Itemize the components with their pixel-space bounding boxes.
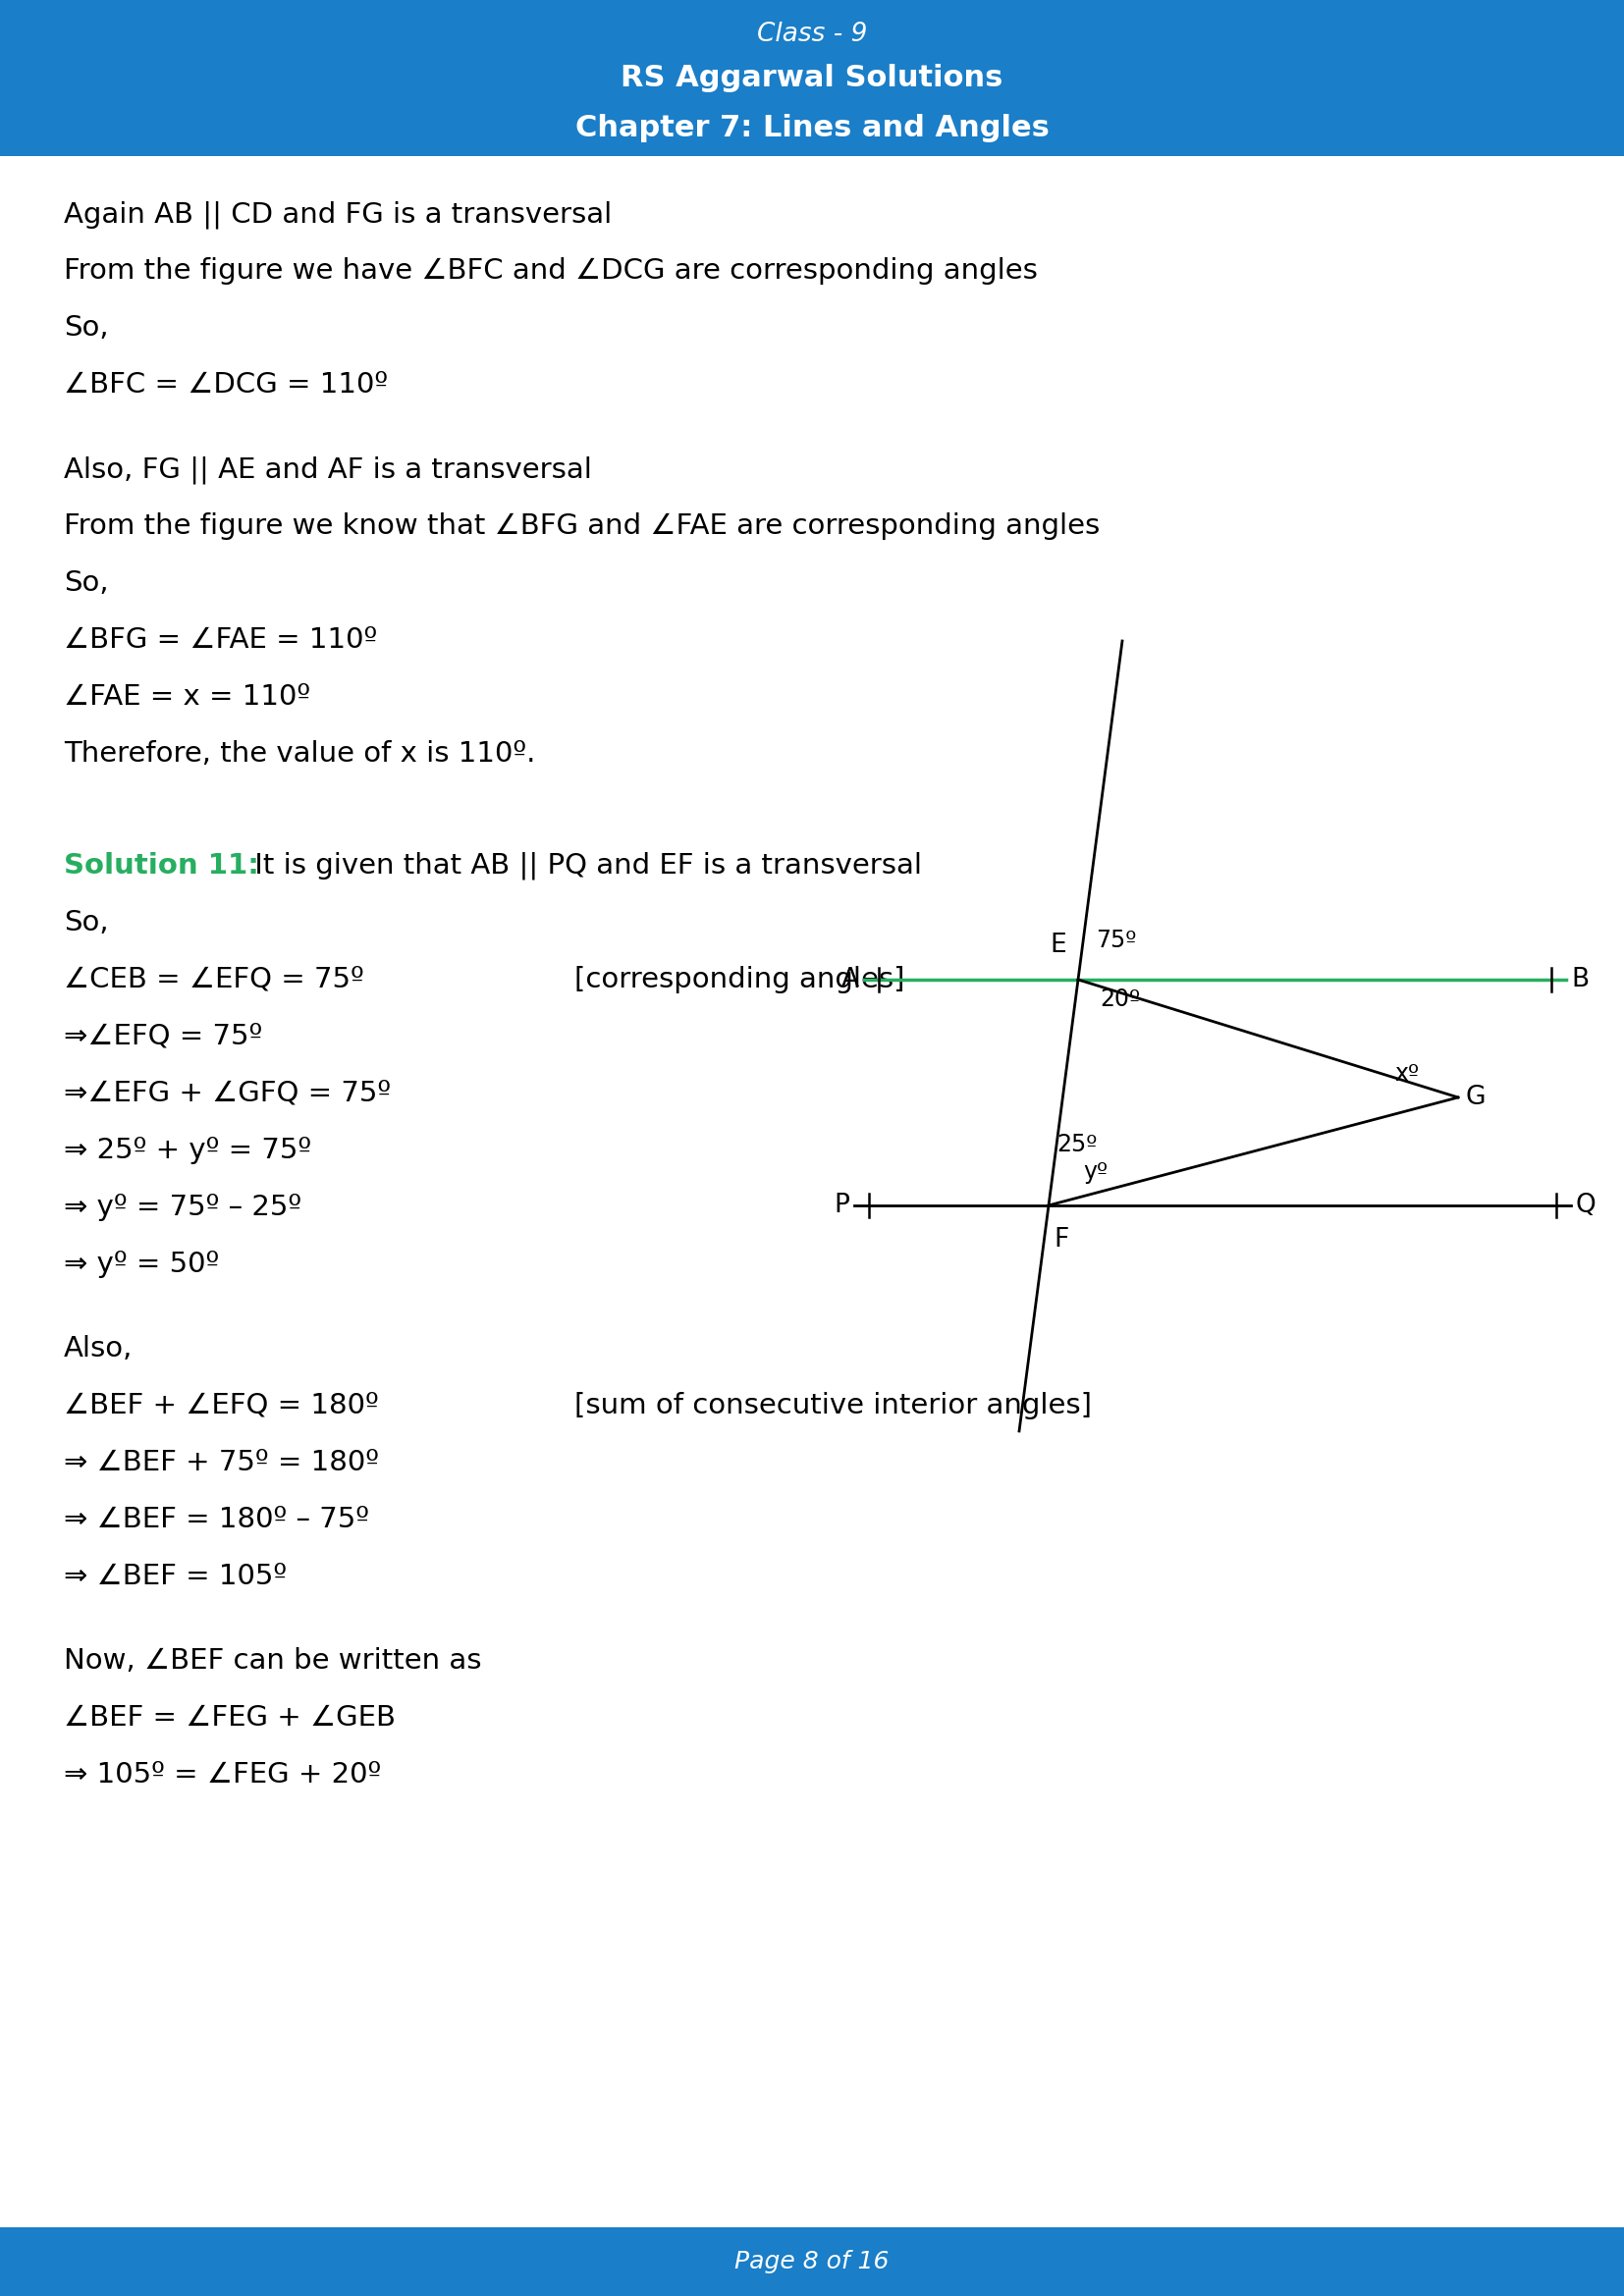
Text: ⇒∠EFG + ∠GFQ = 75º: ⇒∠EFG + ∠GFQ = 75º [63, 1079, 391, 1107]
Text: So,: So, [63, 315, 109, 342]
Text: Solution 11:: Solution 11: [63, 852, 260, 879]
Text: Also,: Also, [63, 1334, 133, 1362]
Text: ∠BFG = ∠FAE = 110º: ∠BFG = ∠FAE = 110º [63, 627, 377, 654]
Text: ∠FAE = x = 110º: ∠FAE = x = 110º [63, 684, 310, 712]
Text: ⇒ ∠BEF = 105º: ⇒ ∠BEF = 105º [63, 1564, 287, 1591]
Text: Again AB || CD and FG is a transversal: Again AB || CD and FG is a transversal [63, 200, 612, 227]
Text: Study Path: Study Path [32, 131, 76, 140]
Text: F: F [1054, 1226, 1069, 1254]
Text: Now, ∠BEF can be written as: Now, ∠BEF can be written as [63, 1646, 482, 1674]
Text: ⇒ ∠BEF + 75º = 180º: ⇒ ∠BEF + 75º = 180º [63, 1449, 378, 1476]
Text: ∠BEF + ∠EFQ = 180º: ∠BEF + ∠EFQ = 180º [63, 1391, 378, 1419]
Text: ∠BEF = ∠FEG + ∠GEB: ∠BEF = ∠FEG + ∠GEB [63, 1704, 396, 1731]
Text: P: P [833, 1192, 849, 1219]
Text: B: B [1570, 967, 1588, 992]
Text: So,: So, [63, 909, 109, 937]
Text: RS Aggarwal Solutions: RS Aggarwal Solutions [620, 64, 1004, 92]
Text: ⇒ yº = 75º – 25º: ⇒ yº = 75º – 25º [63, 1194, 302, 1221]
Text: yº: yº [1083, 1159, 1108, 1185]
Text: ⇒ ∠BEF = 180º – 75º: ⇒ ∠BEF = 180º – 75º [63, 1506, 369, 1534]
Text: ✏: ✏ [44, 73, 65, 96]
Text: So,: So, [63, 569, 109, 597]
Text: ∠CEB = ∠EFQ = 75º: ∠CEB = ∠EFQ = 75º [63, 967, 364, 994]
Text: ∠BFC = ∠DCG = 110º: ∠BFC = ∠DCG = 110º [63, 372, 388, 400]
Text: G: G [1466, 1084, 1486, 1111]
Text: ⇒ yº = 50º: ⇒ yº = 50º [63, 1251, 219, 1279]
Text: From the figure we have ∠BFC and ∠DCG are corresponding angles: From the figure we have ∠BFC and ∠DCG ar… [63, 257, 1038, 285]
Text: Class - 9: Class - 9 [757, 21, 867, 48]
Text: 20º: 20º [1099, 987, 1140, 1010]
Text: A: A [841, 967, 859, 992]
Text: 75º: 75º [1096, 928, 1137, 953]
Text: 25º: 25º [1057, 1132, 1098, 1157]
Text: ⇒∠EFQ = 75º: ⇒∠EFQ = 75º [63, 1022, 263, 1049]
Text: [sum of consecutive interior angles]: [sum of consecutive interior angles] [575, 1391, 1091, 1419]
Text: ⇒ 105º = ∠FEG + 20º: ⇒ 105º = ∠FEG + 20º [63, 1761, 382, 1789]
Text: It is given that AB || PQ and EF is a transversal: It is given that AB || PQ and EF is a tr… [245, 852, 922, 879]
Text: From the figure we know that ∠BFG and ∠FAE are corresponding angles: From the figure we know that ∠BFG and ∠F… [63, 512, 1099, 540]
Text: Chapter 7: Lines and Angles: Chapter 7: Lines and Angles [575, 115, 1049, 142]
Text: ⇒ 25º + yº = 75º: ⇒ 25º + yº = 75º [63, 1137, 312, 1164]
Text: Page 8 of 16: Page 8 of 16 [734, 2250, 890, 2273]
Text: [corresponding angles]: [corresponding angles] [575, 967, 905, 994]
Text: Q: Q [1575, 1192, 1596, 1219]
Text: Also, FG || AE and AF is a transversal: Also, FG || AE and AF is a transversal [63, 455, 591, 484]
Text: xº: xº [1395, 1063, 1419, 1086]
Text: Therefore, the value of x is 110º.: Therefore, the value of x is 110º. [63, 739, 536, 767]
Text: E: E [1051, 932, 1067, 957]
